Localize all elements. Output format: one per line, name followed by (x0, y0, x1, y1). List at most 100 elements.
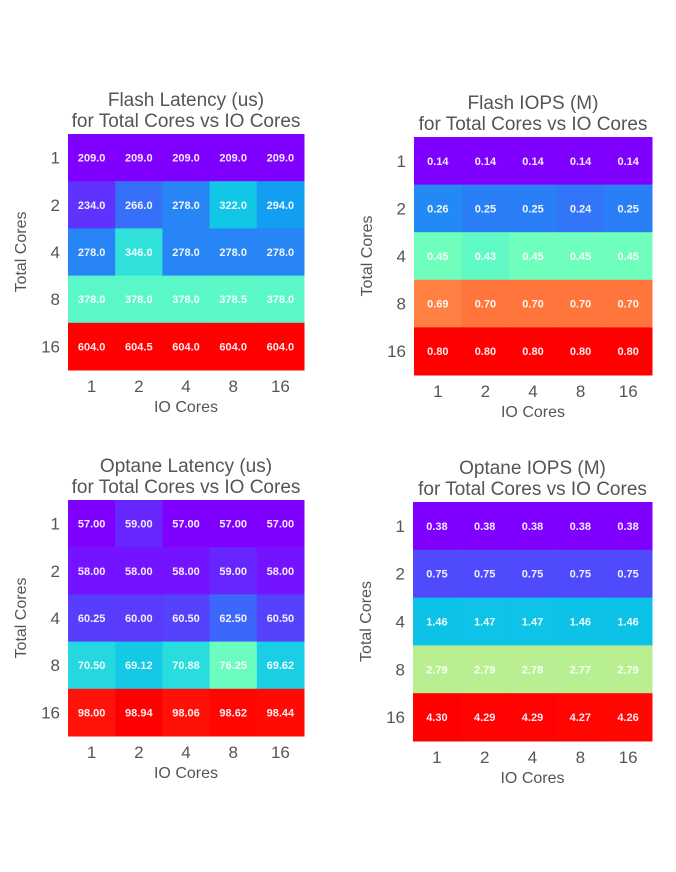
heatmap-cell (413, 597, 462, 646)
heatmap-cell (209, 688, 258, 737)
heatmap-cell (256, 500, 305, 548)
cell-label: 604.5 (125, 341, 153, 353)
heatmap-cell (256, 594, 305, 643)
y-tick-label: 2 (397, 199, 406, 218)
heatmap-cell (461, 232, 510, 281)
y-tick-label: 4 (396, 613, 405, 632)
cell-label: 0.38 (570, 521, 591, 533)
heatmap-cell (460, 597, 510, 646)
cell-label: 57.00 (172, 519, 200, 531)
cell-label: 2.78 (522, 664, 543, 676)
cell-label: 98.00 (78, 707, 106, 719)
heatmap-cell (556, 327, 605, 376)
cell-label: 0.70 (617, 299, 638, 311)
optane-latency-title: Optane Latency (us) for Total Cores vs I… (71, 456, 301, 498)
y-tick-label: 1 (51, 149, 60, 168)
cell-label: 60.25 (78, 613, 106, 625)
heatmap-cell (162, 688, 211, 737)
heatmap-cell (556, 232, 605, 281)
y-tick-label: 8 (397, 295, 406, 314)
cell-label: 60.00 (125, 613, 153, 625)
y-tick-label: 16 (387, 342, 406, 361)
cell-label: 57.00 (78, 519, 106, 531)
heatmap-cell (162, 500, 211, 548)
heatmap-cell (256, 547, 305, 595)
cell-label: 0.75 (522, 569, 543, 581)
heatmap-cell (68, 688, 116, 737)
cell-label: 76.25 (219, 660, 247, 672)
heatmap-cell (414, 279, 463, 328)
cell-label: 278.0 (219, 247, 247, 259)
heatmap-cell (413, 549, 462, 599)
x-axis-label: IO Cores (501, 404, 565, 421)
cell-label: 0.38 (426, 521, 447, 533)
flash-iops-title: Flash IOPS (M) for Total Cores vs IO Cor… (418, 93, 648, 135)
cell-label: 98.06 (172, 707, 200, 719)
cell-label: 0.69 (427, 299, 448, 311)
x-tick-label: 16 (271, 743, 290, 762)
heatmap-cell (162, 181, 211, 229)
cell-label: 69.12 (125, 660, 153, 672)
cell-label: 70.50 (78, 660, 106, 672)
heatmap-cell (508, 597, 557, 646)
cell-label: 57.00 (267, 519, 295, 531)
cell-label: 98.94 (125, 707, 153, 719)
cell-label: 0.80 (570, 346, 591, 358)
heatmap-cell (115, 594, 163, 643)
y-tick-label: 4 (51, 243, 60, 262)
cell-label: 62.50 (219, 613, 247, 625)
heatmap-cell (460, 549, 510, 599)
cell-label: 604.0 (267, 341, 295, 353)
cell-label: 59.00 (219, 566, 247, 578)
x-tick-label: 16 (619, 382, 638, 401)
cell-label: 0.45 (427, 251, 448, 263)
heatmap-cell (604, 279, 653, 328)
y-tick-label: 4 (397, 247, 406, 266)
heatmap-cell (414, 184, 463, 233)
heatmap-cell (68, 134, 116, 182)
heatmap-cell (508, 549, 557, 599)
heatmap-cell (162, 322, 211, 371)
heatmap-cell (460, 693, 510, 742)
cell-label: 1.47 (474, 617, 495, 629)
y-axis-label: Total Cores (359, 216, 376, 297)
x-tick-label: 2 (480, 748, 489, 767)
heatmap-cell (508, 502, 557, 551)
cell-label: 2.79 (426, 664, 447, 676)
cell-label: 0.45 (617, 251, 638, 263)
heatmap-cell (604, 184, 653, 233)
cell-label: 2.77 (570, 664, 591, 676)
cell-label: 60.50 (172, 613, 200, 625)
cell-label: 209.0 (267, 153, 295, 165)
cell-label: 0.43 (475, 251, 496, 263)
cell-label: 378.5 (219, 294, 247, 306)
cell-label: 0.80 (427, 346, 448, 358)
heatmap-cell (209, 322, 258, 371)
x-tick-label: 16 (271, 377, 290, 396)
heatmap-cell (256, 275, 305, 324)
x-tick-label: 1 (87, 377, 96, 396)
cell-label: 278.0 (172, 200, 200, 212)
y-tick-label: 16 (41, 337, 60, 356)
heatmap-cell (414, 137, 463, 186)
cell-label: 4.26 (617, 712, 638, 724)
y-tick-label: 8 (51, 290, 60, 309)
cell-label: 209.0 (172, 153, 200, 165)
heatmap-cell (115, 500, 163, 548)
cell-label: 234.0 (78, 200, 106, 212)
heatmap-cell (604, 137, 653, 186)
heatmap-cell (115, 322, 163, 371)
cell-label: 0.24 (570, 203, 592, 215)
cell-label: 604.0 (219, 341, 247, 353)
cell-label: 0.25 (522, 203, 543, 215)
cell-label: 0.70 (570, 299, 591, 311)
optane-iops-heatmap: 0.38 0.38 0.38 0.38 0.38 0.75 0.75 0.75 0.75 0.75… (358, 502, 653, 787)
cell-label: 0.14 (522, 156, 544, 168)
cell-label: 209.0 (219, 153, 247, 165)
heatmap-cell (509, 184, 558, 233)
cell-label: 98.62 (219, 707, 247, 719)
cell-label: 1.46 (426, 617, 447, 629)
cell-label: 0.75 (426, 569, 447, 581)
cell-label: 0.75 (474, 569, 495, 581)
y-tick-label: 2 (51, 196, 60, 215)
